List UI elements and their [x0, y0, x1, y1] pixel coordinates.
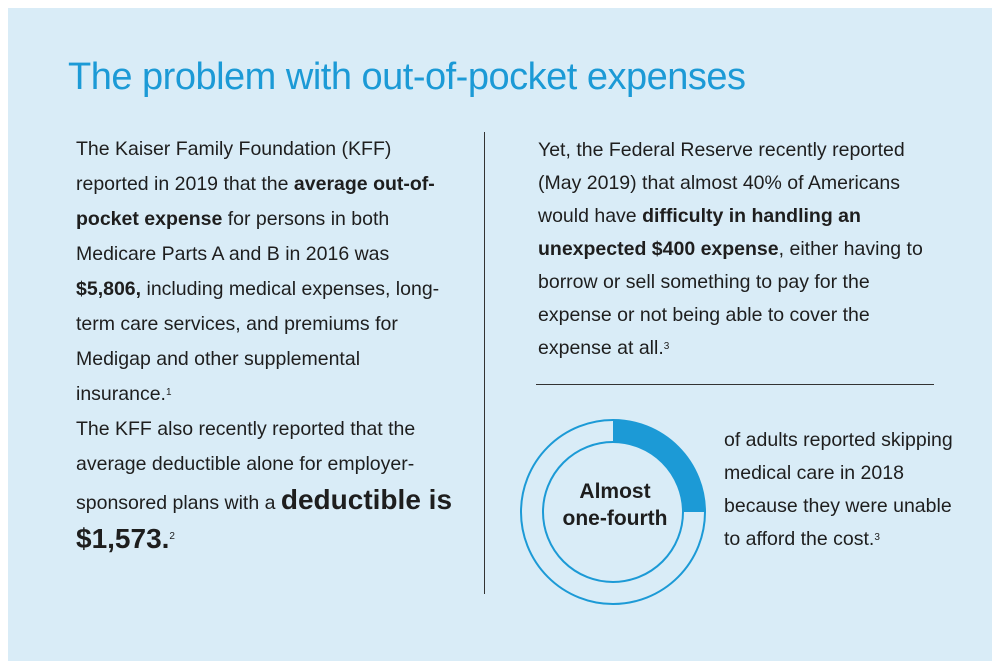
- text-run: for persons in both Medicare Parts A and…: [76, 208, 390, 265]
- footnote-marker: 1: [165, 387, 172, 398]
- vertical-divider: [484, 132, 485, 594]
- footnote-marker: 2: [169, 531, 175, 542]
- donut-label-line-1: Almost: [579, 480, 651, 503]
- text-run: , either having to borrow or sell someth…: [538, 238, 923, 359]
- page-title: The problem with out-of-pocket expenses: [68, 56, 746, 98]
- emphasis-text: difficulty in handling an unexpected $40…: [538, 205, 861, 260]
- emphasis-text: average out-of-pocket expense: [76, 173, 435, 230]
- footnote-marker: 3: [874, 532, 880, 543]
- infographic-panel: The problem with out-of-pocket expenses: [8, 8, 992, 661]
- text-run: The KFF also recently reported that the …: [76, 418, 416, 514]
- federal-reserve-paragraph: Yet, the Federal Reserve recently report…: [538, 134, 948, 365]
- donut-label-line-2: one-fourth: [562, 507, 668, 530]
- kff-deductible-paragraph: The KFF also recently reported that the …: [76, 412, 456, 560]
- text-run: including medical expenses, long-term ca…: [76, 278, 440, 405]
- one-fourth-donut: [520, 419, 706, 605]
- amount-text: $5,806,: [76, 278, 142, 300]
- skipped-care-stat: of adults reported skipping medical care…: [724, 424, 954, 556]
- kff-medicare-paragraph: The Kaiser Family Foundation (KFF) repor…: [76, 132, 456, 412]
- text-run: The Kaiser Family Foundation (KFF) repor…: [76, 138, 392, 195]
- footnote-marker: 3: [663, 341, 670, 352]
- donut-fill-segment: [613, 420, 705, 512]
- donut-label: Almost one-fourth: [530, 478, 700, 532]
- deductible-callout: deductible is $1,573.: [76, 484, 453, 554]
- horizontal-divider: [536, 384, 934, 385]
- stat-description: of adults reported skipping medical care…: [724, 429, 953, 550]
- text-run: Yet, the Federal Reserve recently report…: [538, 139, 905, 227]
- right-column: Yet, the Federal Reserve recently report…: [538, 134, 948, 365]
- left-column: The Kaiser Family Foundation (KFF) repor…: [76, 132, 456, 560]
